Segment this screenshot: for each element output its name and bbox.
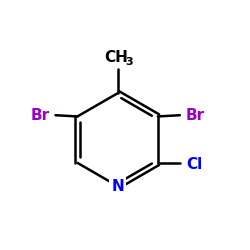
Text: Br: Br <box>30 108 49 123</box>
Text: Br: Br <box>186 108 205 123</box>
Text: N: N <box>111 178 124 194</box>
Text: 3: 3 <box>126 57 133 67</box>
Text: Cl: Cl <box>186 156 202 172</box>
Text: CH: CH <box>104 50 128 65</box>
